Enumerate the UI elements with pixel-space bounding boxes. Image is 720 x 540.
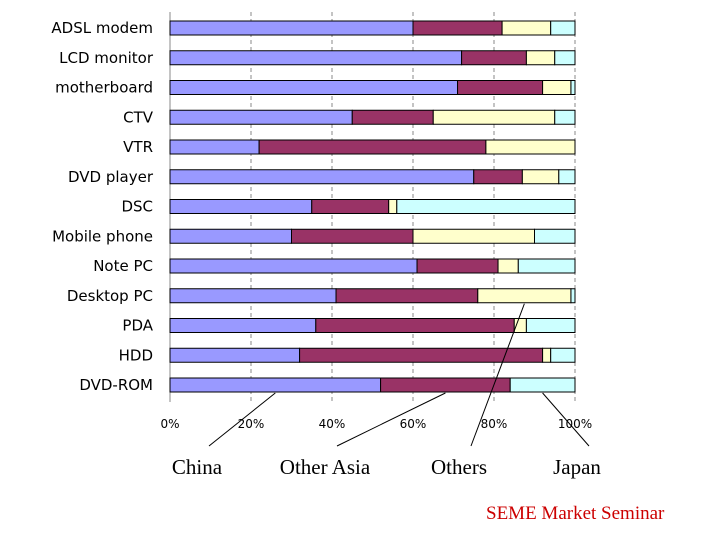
category-label: Desktop PC <box>67 287 153 305</box>
bar-segment <box>461 50 527 66</box>
bar-segment <box>477 288 572 304</box>
x-tick-label: 20% <box>238 417 265 431</box>
bar-segment <box>473 169 523 185</box>
category-label: HDD <box>119 346 153 364</box>
legend-label: China <box>172 455 223 479</box>
bar-segment <box>412 228 535 244</box>
category-label: ADSL modem <box>51 19 153 37</box>
legend: China Other Asia Others Japan <box>172 303 601 479</box>
bar-segment <box>169 318 317 333</box>
bar-segment <box>388 199 398 214</box>
bar-segment <box>311 199 390 214</box>
bar-segment <box>169 50 463 66</box>
bar-segment <box>315 318 515 333</box>
leader-line <box>208 392 276 447</box>
legend-label: Other Asia <box>280 455 371 479</box>
bar-segment <box>169 20 414 36</box>
bar-segment <box>416 258 499 274</box>
bar-segment <box>497 258 519 274</box>
category-label: Mobile phone <box>52 227 153 245</box>
bar-segment <box>542 80 572 95</box>
bar-segment <box>380 377 511 393</box>
bar-segment <box>169 199 313 214</box>
bar-segment <box>169 80 459 95</box>
x-tick-label: 100% <box>558 417 592 431</box>
bar-segment <box>169 169 475 185</box>
bar-segment <box>550 347 576 363</box>
bar-segment <box>396 199 576 214</box>
leader-line <box>542 392 590 447</box>
x-tick-label: 80% <box>481 417 508 431</box>
bar-segment <box>169 109 353 125</box>
category-label: CTV <box>123 108 154 126</box>
category-label: VTR <box>123 138 153 156</box>
bar-segment <box>169 258 418 274</box>
bar-segment <box>432 109 556 125</box>
legend-label: Japan <box>553 455 601 479</box>
bar-segment <box>169 139 260 155</box>
bar-segment <box>525 318 576 333</box>
bar-segment <box>335 288 479 304</box>
footer-text: SEME Market Seminar <box>486 503 665 524</box>
bar-segment <box>534 228 576 244</box>
bar-segment <box>299 347 544 363</box>
bar-segment <box>169 347 301 363</box>
bar-segment <box>509 377 576 393</box>
bar-segment <box>570 288 576 304</box>
category-label: Note PC <box>93 257 153 275</box>
x-tick-label: 0% <box>160 417 179 431</box>
bar-segment <box>501 20 552 36</box>
leader-line <box>470 303 525 447</box>
legend-label: Others <box>431 455 487 479</box>
bar-segment <box>542 347 552 363</box>
bar-segment <box>525 50 556 66</box>
bar-segment <box>351 109 434 125</box>
bar-segment <box>169 288 337 304</box>
bar-segment <box>169 228 292 244</box>
bar-segment <box>457 80 544 95</box>
bar-segment <box>550 20 576 36</box>
x-tick-label: 40% <box>319 417 346 431</box>
bar-segment <box>554 109 576 125</box>
x-tick-label: 60% <box>400 417 427 431</box>
category-label: DSC <box>121 198 153 216</box>
bar-segment <box>517 258 576 274</box>
x-tick-labels: 0% 20% 40% 60% 80% 100% <box>160 417 592 431</box>
bar-segment <box>485 139 576 155</box>
bar-segment <box>521 169 560 185</box>
bar-segment <box>554 50 576 66</box>
category-label: DVD-ROM <box>79 376 153 394</box>
bar-segment <box>570 80 576 95</box>
bar-segment <box>412 20 503 36</box>
category-label: LCD monitor <box>59 49 154 67</box>
bar-segment <box>291 228 414 244</box>
bar-segment <box>558 169 576 185</box>
category-label: PDA <box>122 317 153 335</box>
category-label: DVD player <box>68 168 154 186</box>
bar-segment <box>169 377 382 393</box>
bar-segment <box>258 139 487 155</box>
gridlines <box>169 12 576 402</box>
leader-line <box>336 392 446 447</box>
bars <box>169 20 576 393</box>
category-labels: ADSL modem LCD monitor motherboard CTV VTR DV… <box>51 19 153 394</box>
category-label: motherboard <box>55 79 153 97</box>
